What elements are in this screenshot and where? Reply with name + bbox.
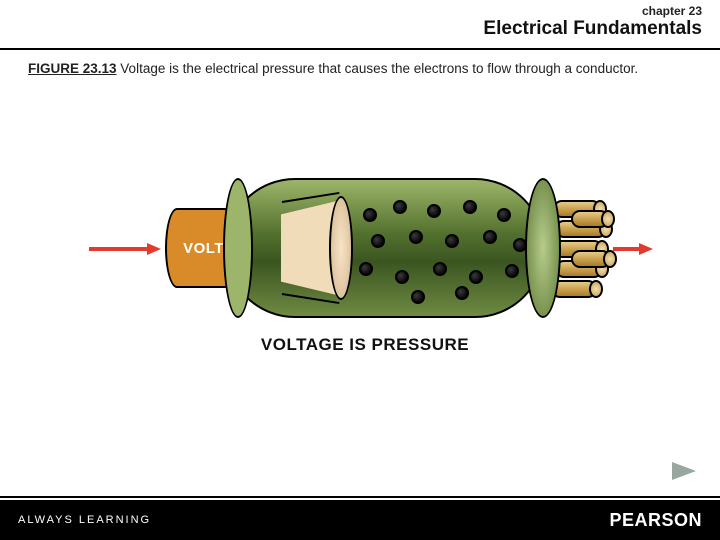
header-underline [0, 48, 720, 50]
electron-dot [505, 264, 519, 278]
electron-dot [409, 230, 423, 244]
electron-dot [445, 234, 459, 248]
electron-dot [363, 208, 377, 222]
tube-right-cap [525, 178, 561, 318]
footer-brand: PEARSON [609, 510, 720, 531]
footer-divider [0, 496, 720, 498]
electron-cloud [355, 190, 530, 308]
voltage-diagram: VOLTAGE VOLTAGE IS PRESSURE [85, 170, 645, 370]
electron-dot [497, 208, 511, 222]
chapter-title: Electrical Fundamentals [483, 18, 702, 40]
arrow-out-icon [613, 242, 653, 256]
tube-left-cap [223, 178, 253, 318]
electron-dot [433, 262, 447, 276]
electron-dot [513, 238, 527, 252]
electron-dot [359, 262, 373, 276]
electron-dot [455, 286, 469, 300]
footer-tagline: ALWAYS LEARNING [0, 514, 151, 526]
chapter-label: chapter 23 [483, 4, 702, 18]
electron-dot [483, 230, 497, 244]
electron-dot [427, 204, 441, 218]
wire-strand-end [601, 210, 615, 228]
next-slide-button[interactable] [670, 460, 698, 482]
electron-dot [469, 270, 483, 284]
electron-dot [393, 200, 407, 214]
wire-strand-end [589, 280, 603, 298]
footer-bar: ALWAYS LEARNING PEARSON [0, 500, 720, 540]
electron-dot [411, 290, 425, 304]
slide-header: chapter 23 Electrical Fundamentals [483, 4, 702, 40]
diagram-bottom-label: VOLTAGE IS PRESSURE [85, 335, 645, 355]
electron-dot [395, 270, 409, 284]
arrow-in-icon [89, 242, 161, 256]
plunger-front-face [329, 196, 353, 300]
figure-label: FIGURE 23.13 [28, 61, 117, 76]
electron-dot [371, 234, 385, 248]
figure-caption-text: Voltage is the electrical pressure that … [117, 61, 639, 76]
figure-caption: FIGURE 23.13 Voltage is the electrical p… [28, 60, 680, 78]
electron-dot [463, 200, 477, 214]
